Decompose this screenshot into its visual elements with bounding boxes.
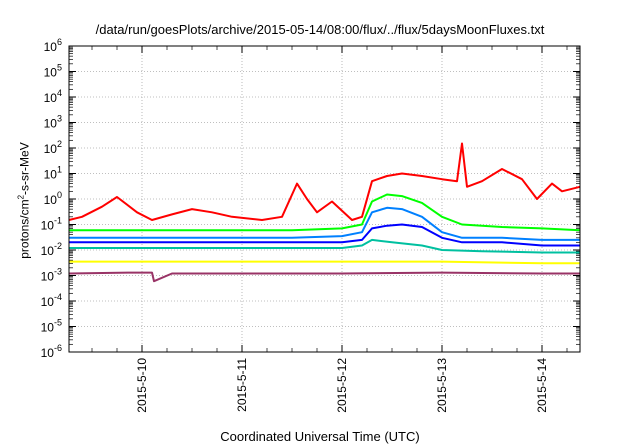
series-line-7 (68, 271, 580, 283)
series-line-4 (69, 223, 580, 247)
series-line-5 (69, 238, 580, 254)
x-tick-labels: 2015-5-10 2015-5-11 2015-5-12 2015-5-13 2015… (135, 358, 549, 413)
y-tick-label: 10-4 (41, 292, 62, 309)
y-tick-label: 10-6 (41, 343, 62, 360)
x-tick-label: 2015-5-12 (335, 358, 349, 413)
x-tick-label: 2015-5-14 (535, 358, 549, 413)
y-tick-label: 105 (44, 63, 62, 80)
chart-title: /data/run/goesPlots/archive/2015-05-14/0… (95, 22, 545, 37)
tick-marks (69, 45, 580, 353)
x-tick-label: 2015-5-13 (435, 358, 449, 413)
grid-lines (69, 46, 580, 352)
series-line-2 (69, 193, 581, 232)
y-tick-label: 10-3 (41, 267, 62, 284)
series-line-3 (69, 206, 580, 241)
series-line-1 (68, 142, 581, 221)
plot-frame (68, 45, 581, 353)
y-tick-label: 103 (44, 114, 62, 131)
y-tick-label: 100 (44, 190, 62, 207)
y-tick-label: 10-2 (41, 241, 62, 258)
y-tick-label: 104 (44, 88, 62, 105)
y-tick-label: 10-5 (41, 318, 62, 335)
x-tick-label: 2015-5-10 (135, 358, 149, 413)
y-tick-label: 101 (44, 165, 62, 182)
series-lines (68, 142, 581, 283)
x-axis-label: Coordinated Universal Time (UTC) (220, 429, 420, 444)
x-tick-label: 2015-5-11 (235, 358, 249, 412)
series-line-6 (69, 260, 580, 265)
y-tick-labels: 10-6 10-5 10-4 10-3 10-2 10-1 100 101 102 103 104 1… (41, 37, 62, 360)
y-tick-label: 102 (44, 139, 62, 156)
y-tick-label: 10-1 (41, 216, 62, 233)
y-tick-label: 106 (44, 37, 62, 54)
y-axis-label: protons/cm2-s-sr-MeV (16, 142, 32, 259)
